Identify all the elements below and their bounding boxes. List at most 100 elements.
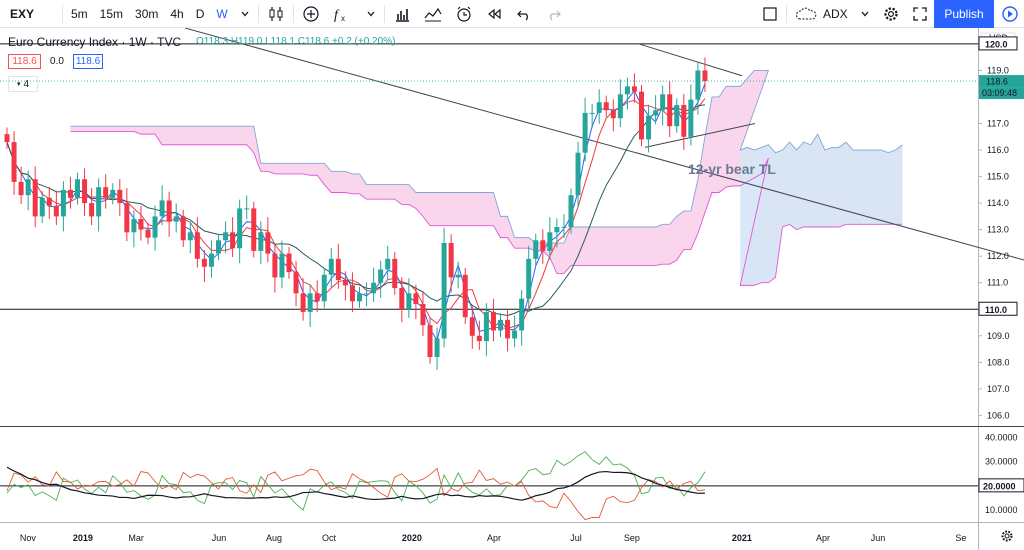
y-tick-label: 113.0 <box>987 225 1009 235</box>
x-tick-label: Mar <box>128 533 144 543</box>
ma-fast-line <box>6 83 706 342</box>
candle-body <box>547 232 553 251</box>
support-price-label-box <box>978 301 1018 316</box>
candle-body <box>681 104 687 137</box>
interval-15m-button[interactable]: 15m <box>99 6 124 21</box>
candle-body <box>483 311 489 342</box>
candle-body <box>441 242 447 339</box>
candle-body <box>75 179 80 198</box>
y-tick-label: 115.0 <box>987 172 1009 182</box>
interval-w-button[interactable]: W <box>216 6 228 21</box>
candle-body <box>512 330 518 339</box>
compare-plus-icon[interactable] <box>296 0 326 28</box>
countdown-label: 03:09:48 <box>982 88 1017 98</box>
x-tick-label: Jun <box>212 533 227 543</box>
interval-30m-button[interactable]: 30m <box>135 6 159 21</box>
candle-body <box>39 197 45 217</box>
redo-arrow-icon[interactable] <box>539 0 569 28</box>
toolbar-divider <box>383 4 385 23</box>
candle-body <box>589 112 595 114</box>
chart-area[interactable]: 12-yr bear TL 40.0000 30.0000 10.0000 20.00… <box>0 28 1024 550</box>
y-tick-label: 108.0 <box>987 357 1010 367</box>
candle-body <box>300 293 306 312</box>
candle-body <box>385 258 391 270</box>
candle-body <box>561 227 567 228</box>
candle-body <box>328 258 334 275</box>
triangle-lower-line <box>644 123 756 148</box>
indicator-chevron-down-icon[interactable] <box>854 0 876 28</box>
series-title[interactable]: Euro Currency Index · 1W · TVC <box>8 35 182 49</box>
x-tick-label: Se <box>955 533 966 543</box>
layout-square-icon[interactable] <box>756 0 784 28</box>
candle-body <box>568 195 574 227</box>
candle-body <box>314 293 320 302</box>
candle-body <box>378 269 384 283</box>
ask-price-badge[interactable]: 118.6 <box>73 54 103 69</box>
candle-body <box>103 187 109 198</box>
candle-body <box>265 232 271 254</box>
undo-arrow-icon[interactable] <box>509 0 539 28</box>
candle-body <box>427 325 433 358</box>
templates-chart-icon[interactable] <box>417 0 449 28</box>
candle-body <box>596 102 602 113</box>
toolbar-divider <box>292 4 294 23</box>
settings-gear-icon[interactable] <box>876 0 906 28</box>
time-axis: Nov 2019 Mar Jun Aug Oct 2020 Apr Jul Sep 2021 Apr J… <box>20 530 1013 543</box>
interval-4h-button[interactable]: 4h <box>170 6 184 21</box>
candle-body <box>117 189 123 204</box>
toolbar-divider <box>257 4 259 23</box>
resistance-price-label-box <box>978 36 1018 51</box>
candle-body <box>455 274 461 278</box>
candle-body <box>371 282 377 294</box>
candle-body <box>653 110 659 116</box>
interval-d-button[interactable]: D <box>195 6 205 21</box>
candle-body <box>96 187 102 217</box>
indicator-cloud-icon[interactable] <box>789 0 823 28</box>
indicators-chevron-down-icon[interactable] <box>360 0 382 28</box>
publish-button[interactable]: Publish <box>934 0 994 28</box>
fullscreen-expand-icon[interactable] <box>906 0 934 28</box>
candle-body <box>533 240 539 259</box>
symbol-search-button[interactable]: EXY <box>10 6 35 21</box>
bear-trendline <box>184 28 1024 261</box>
candle-body <box>201 258 207 267</box>
candle-body <box>413 293 419 304</box>
adx-tick-label: 30.0000 <box>985 457 1018 467</box>
studies-collapse-toggle[interactable]: ▾ 4 <box>8 76 38 92</box>
x-tick-label: Nov <box>20 533 37 543</box>
adx-main-line <box>6 466 705 501</box>
spread-value: 0.0 <box>50 56 64 67</box>
chart-type-candles-icon[interactable] <box>261 0 291 28</box>
adx-level-box <box>978 478 1024 493</box>
x-tick-label: Apr <box>487 533 501 543</box>
candle-body <box>237 208 243 249</box>
replay-rewind-icon[interactable] <box>479 0 509 28</box>
candle-body <box>152 216 158 238</box>
interval-dropdown-chevron-down-icon[interactable] <box>234 0 256 28</box>
studies-count: 4 <box>23 78 30 90</box>
candle-body <box>67 189 73 198</box>
financials-bar-icon[interactable] <box>387 0 417 28</box>
trendlines[interactable]: 12-yr bear TL <box>0 28 1024 310</box>
y-tick-label: 106.0 <box>987 410 1010 420</box>
x-tick-label: Jun <box>871 533 886 543</box>
indicator-name-label[interactable]: ADX <box>823 7 848 21</box>
axis-settings-gear-icon <box>1001 530 1013 542</box>
candle-body <box>335 258 341 281</box>
candle-body <box>434 338 440 358</box>
gear-center <box>1004 533 1010 539</box>
bid-price-badge[interactable]: 118.6 <box>8 54 41 69</box>
x-tick-label: 2020 <box>402 533 422 543</box>
ma-slow-line <box>6 104 706 316</box>
alert-clock-icon[interactable] <box>449 0 479 28</box>
interval-5m-button[interactable]: 5m <box>71 6 88 21</box>
candle-body <box>399 288 405 310</box>
play-circle-icon[interactable] <box>996 0 1024 28</box>
x-tick-label: Aug <box>266 533 282 543</box>
adx-minus-di-line <box>6 467 705 521</box>
ichimoku-cloud-projection <box>740 134 903 286</box>
candle-body <box>138 219 144 230</box>
last-price-box <box>979 75 1024 88</box>
